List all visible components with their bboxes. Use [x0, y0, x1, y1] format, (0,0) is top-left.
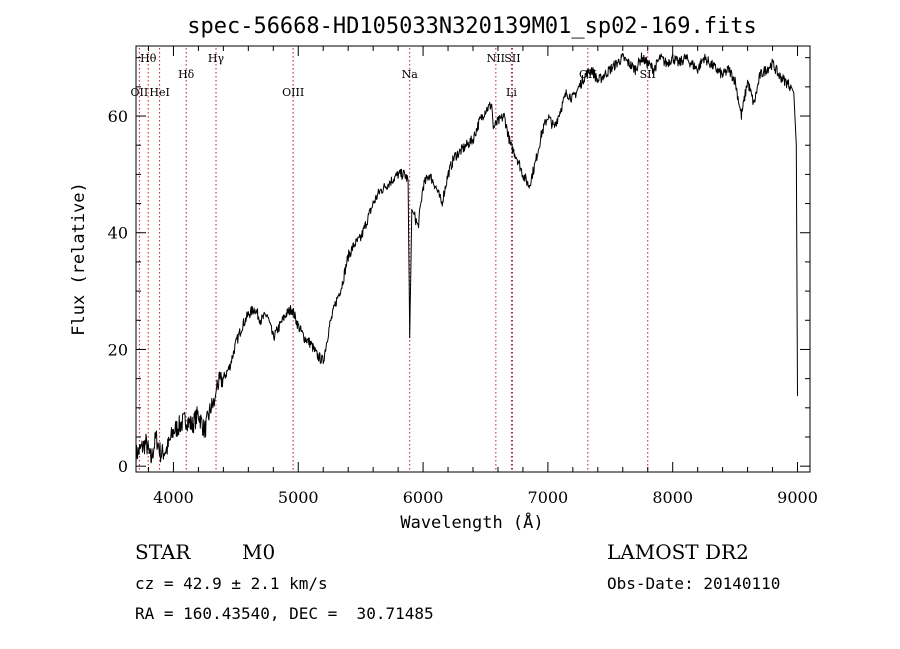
- spectral-line-label: NII: [487, 52, 505, 65]
- observation-date: Obs-Date: 20140110: [607, 574, 781, 593]
- y-tick-label: 40: [108, 224, 128, 243]
- x-tick-label: 8000: [652, 488, 693, 507]
- spectral-line-label: Hγ: [208, 52, 225, 65]
- y-axis-label: Flux (relative): [69, 182, 89, 336]
- x-tick-label: 7000: [528, 488, 569, 507]
- plot-frame: [135, 45, 811, 473]
- spectral-subclass: M0: [242, 540, 276, 564]
- survey-name: LAMOST DR2: [607, 540, 749, 564]
- spectral-line-label: HeI: [149, 86, 169, 99]
- spectrum-line: [135, 52, 798, 465]
- x-tick-label: 5000: [278, 488, 319, 507]
- spectral-line-label: OIII: [282, 86, 304, 99]
- spectral-line-label: Hθ: [140, 52, 157, 65]
- x-tick-label: 9000: [777, 488, 818, 507]
- coordinates: RA = 160.43540, DEC = 30.71485: [135, 604, 434, 623]
- x-tick-label: 6000: [403, 488, 444, 507]
- spectral-line-label: Hδ: [178, 68, 195, 81]
- axis-ticks: 4000 5000 6000 7000 8000 9000 0 20 40 60: [108, 46, 818, 507]
- spectral-line-label: OII: [131, 86, 149, 99]
- spectral-line-label: Na: [402, 68, 419, 81]
- x-axis-label: Wavelength (Å): [400, 511, 543, 533]
- spectral-line-label: SII: [504, 52, 520, 65]
- x-tick-label: 4000: [153, 488, 194, 507]
- object-type: STAR: [135, 540, 191, 564]
- y-tick-label: 20: [108, 340, 128, 359]
- y-tick-label: 0: [118, 457, 128, 476]
- redshift-velocity: cz = 42.9 ± 2.1 km/s: [135, 574, 328, 593]
- spectral-line-label: SII: [640, 68, 656, 81]
- spectral-line-label: Li: [506, 86, 517, 99]
- chart-title: spec-56668-HD105033N320139M01_sp02-169.f…: [187, 14, 757, 39]
- y-tick-label: 60: [108, 107, 128, 126]
- spectrum-series: [135, 52, 798, 465]
